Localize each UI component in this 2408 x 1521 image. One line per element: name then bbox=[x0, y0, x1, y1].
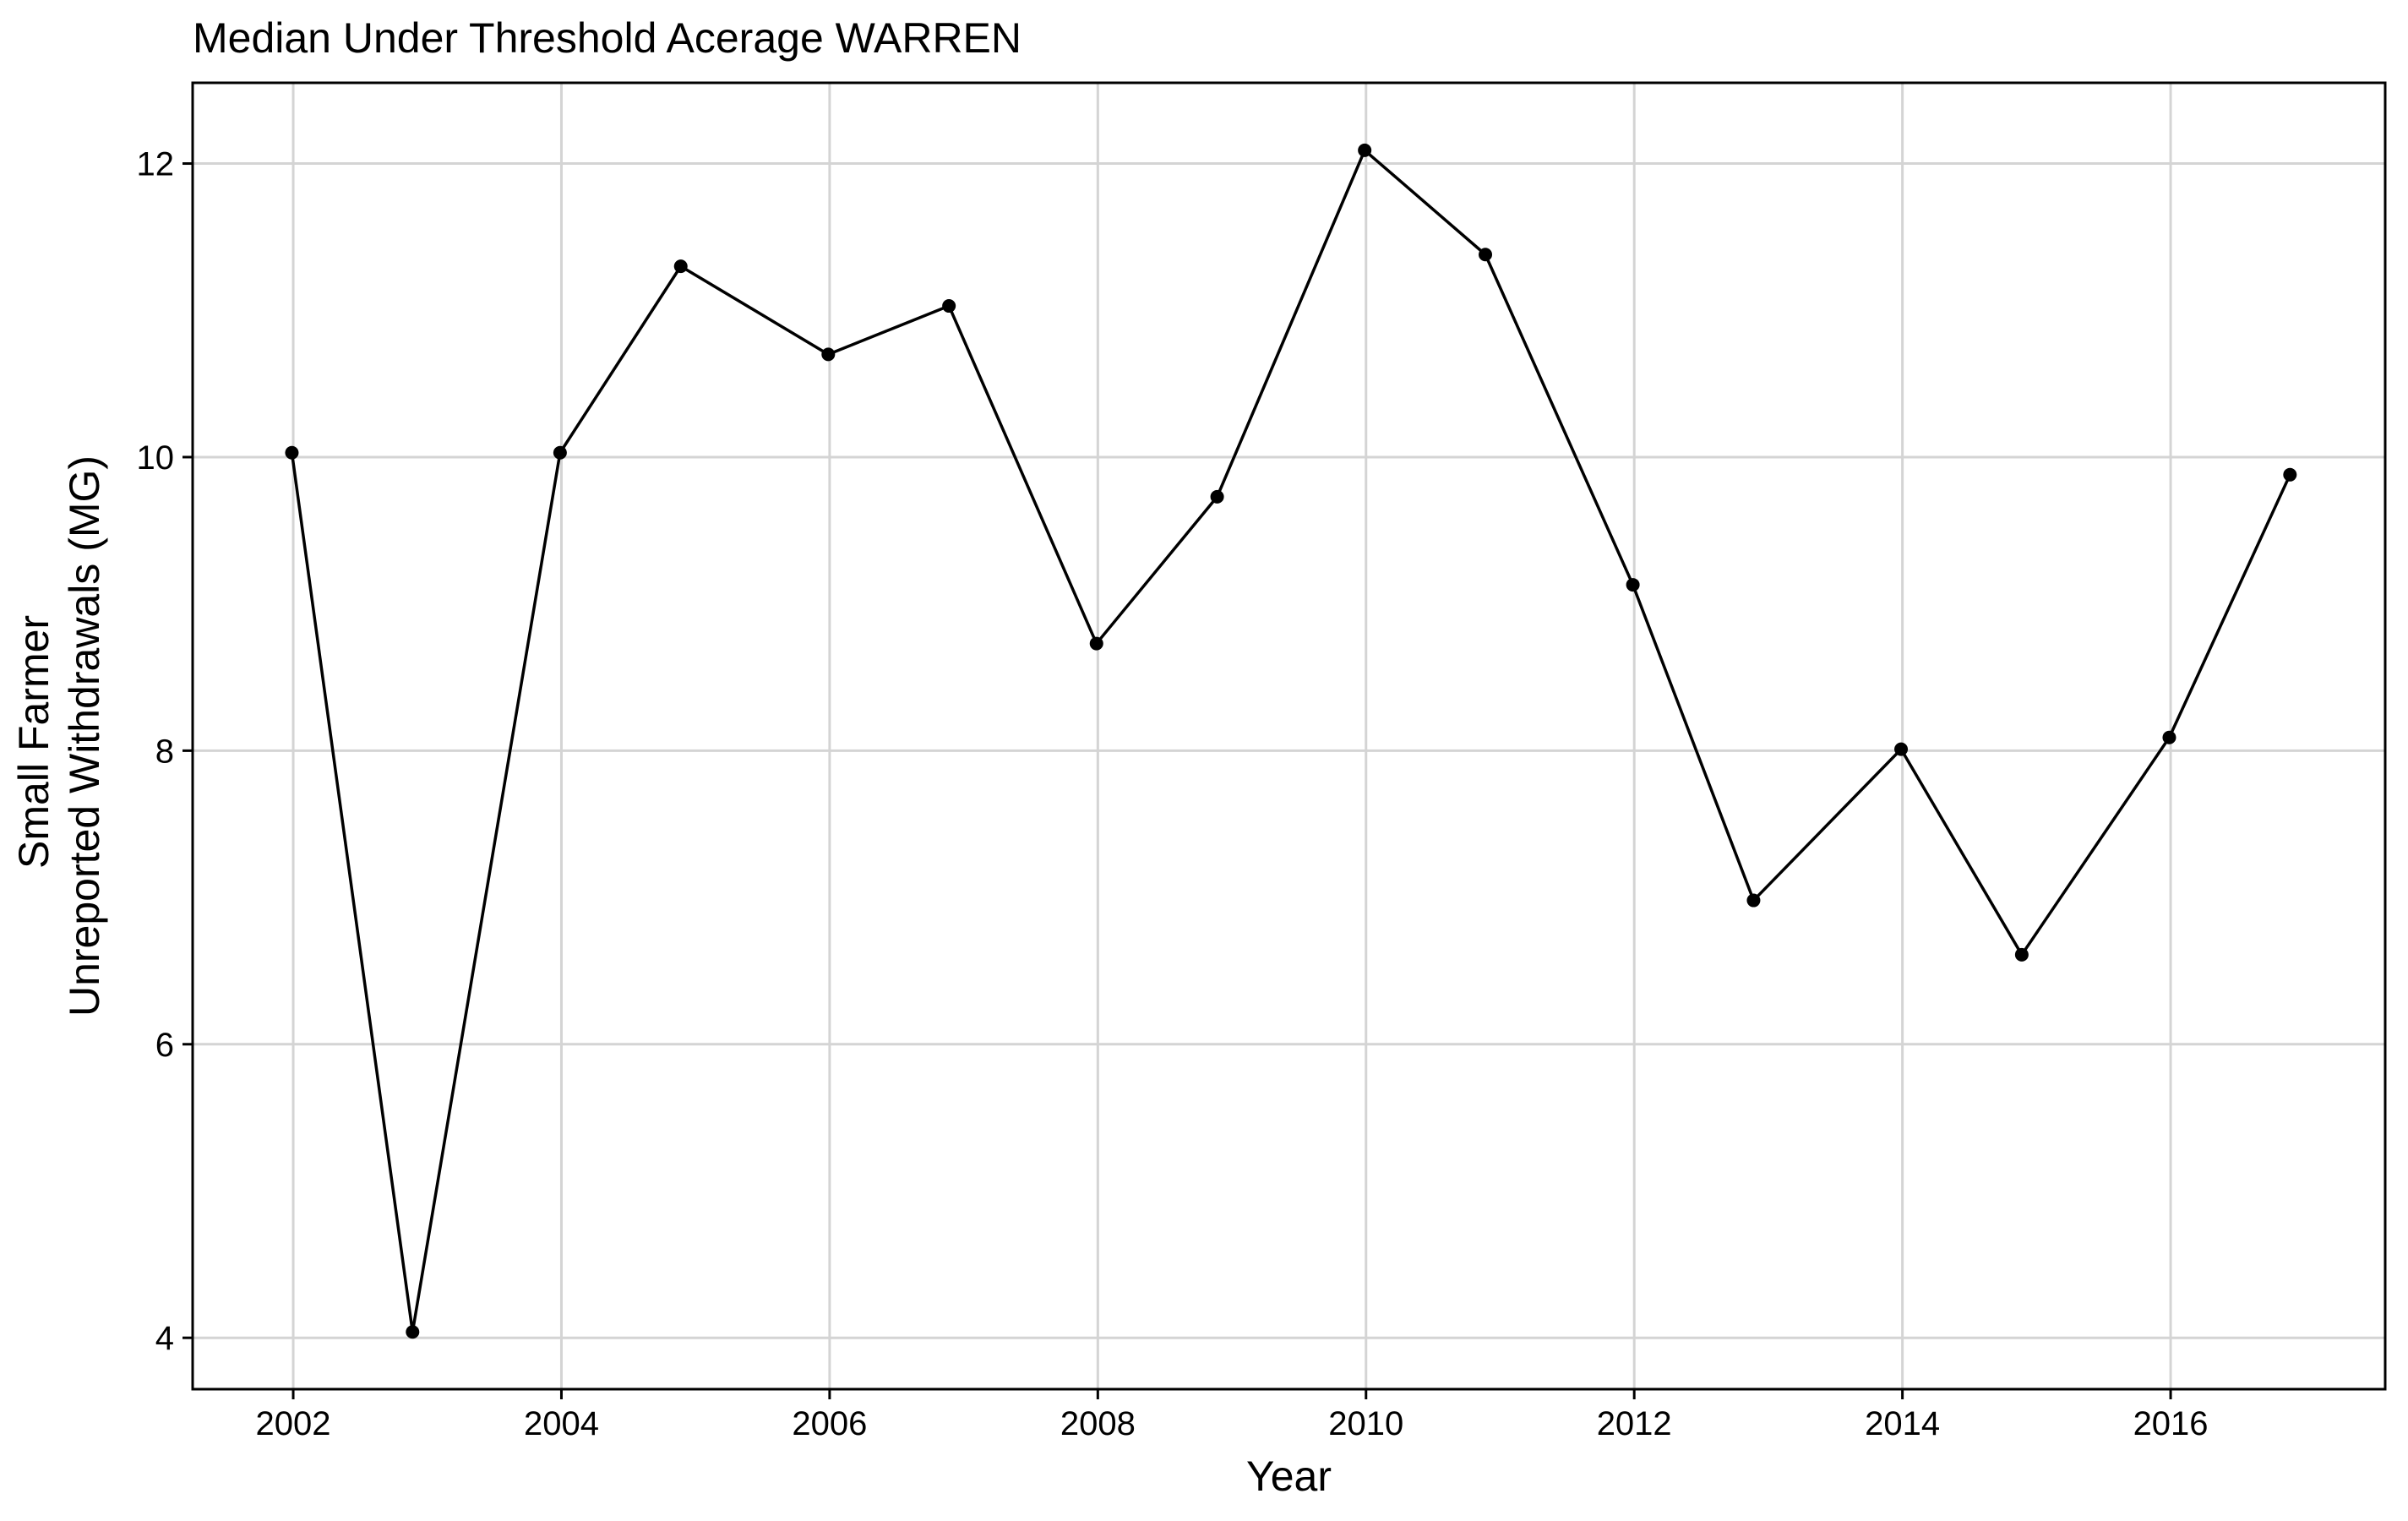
y-axis-title: Small Farmer Unreported Withdrawals (MG) bbox=[10, 455, 108, 1017]
x-tick-label-2012: 2012 bbox=[1597, 1405, 1672, 1442]
series-line-0 bbox=[290, 149, 2291, 1333]
y-axis-title-line-1: Small Farmer bbox=[10, 615, 57, 869]
x-tick-label-2004: 2004 bbox=[524, 1405, 599, 1442]
data-point-2015 bbox=[2014, 947, 2029, 962]
data-point-2010 bbox=[1358, 143, 1372, 157]
x-tick-label-2014: 2014 bbox=[1865, 1405, 1940, 1442]
data-point-2017 bbox=[2283, 467, 2297, 482]
data-point-2012 bbox=[1626, 578, 1640, 592]
y-tick-label-8: 8 bbox=[155, 733, 174, 770]
axes: 2002 2004 2006 2008 2010 2012 2014 2016 4 6 8 10 12 bbox=[137, 146, 2209, 1442]
data-point-2013 bbox=[1746, 893, 1761, 908]
y-tick-label-4: 4 bbox=[155, 1320, 174, 1357]
data-point-2011 bbox=[1479, 248, 1493, 262]
data-point-2007 bbox=[942, 299, 956, 313]
gridlines bbox=[193, 83, 2385, 1389]
x-tick-label-2008: 2008 bbox=[1060, 1405, 1136, 1442]
x-tick-label-2016: 2016 bbox=[2133, 1405, 2209, 1442]
y-tick-label-12: 12 bbox=[137, 146, 175, 183]
data-point-2008 bbox=[1089, 636, 1103, 651]
data-point-2005 bbox=[673, 259, 688, 274]
x-axis-title: Year bbox=[1246, 1453, 1332, 1500]
data-point-2003 bbox=[406, 1325, 420, 1339]
chart-title: Median Under Threshold Acerage WARREN bbox=[193, 14, 1021, 62]
series-layer bbox=[285, 143, 2297, 1339]
data-point-2004 bbox=[553, 445, 567, 460]
plot-panel bbox=[191, 81, 2387, 1391]
x-tick-label-2006: 2006 bbox=[792, 1405, 867, 1442]
data-point-2014 bbox=[1894, 742, 1909, 756]
y-axis-title-line-2: Unreported Withdrawals (MG) bbox=[61, 455, 108, 1017]
data-point-2002 bbox=[285, 445, 299, 460]
y-tick-label-10: 10 bbox=[137, 439, 175, 477]
data-point-2016 bbox=[2162, 730, 2176, 744]
y-tick-label-6: 6 bbox=[155, 1027, 174, 1064]
x-tick-label-2002: 2002 bbox=[256, 1405, 331, 1442]
data-point-2006 bbox=[821, 347, 836, 362]
x-tick-label-2010: 2010 bbox=[1328, 1405, 1403, 1442]
data-point-2009 bbox=[1210, 489, 1224, 504]
